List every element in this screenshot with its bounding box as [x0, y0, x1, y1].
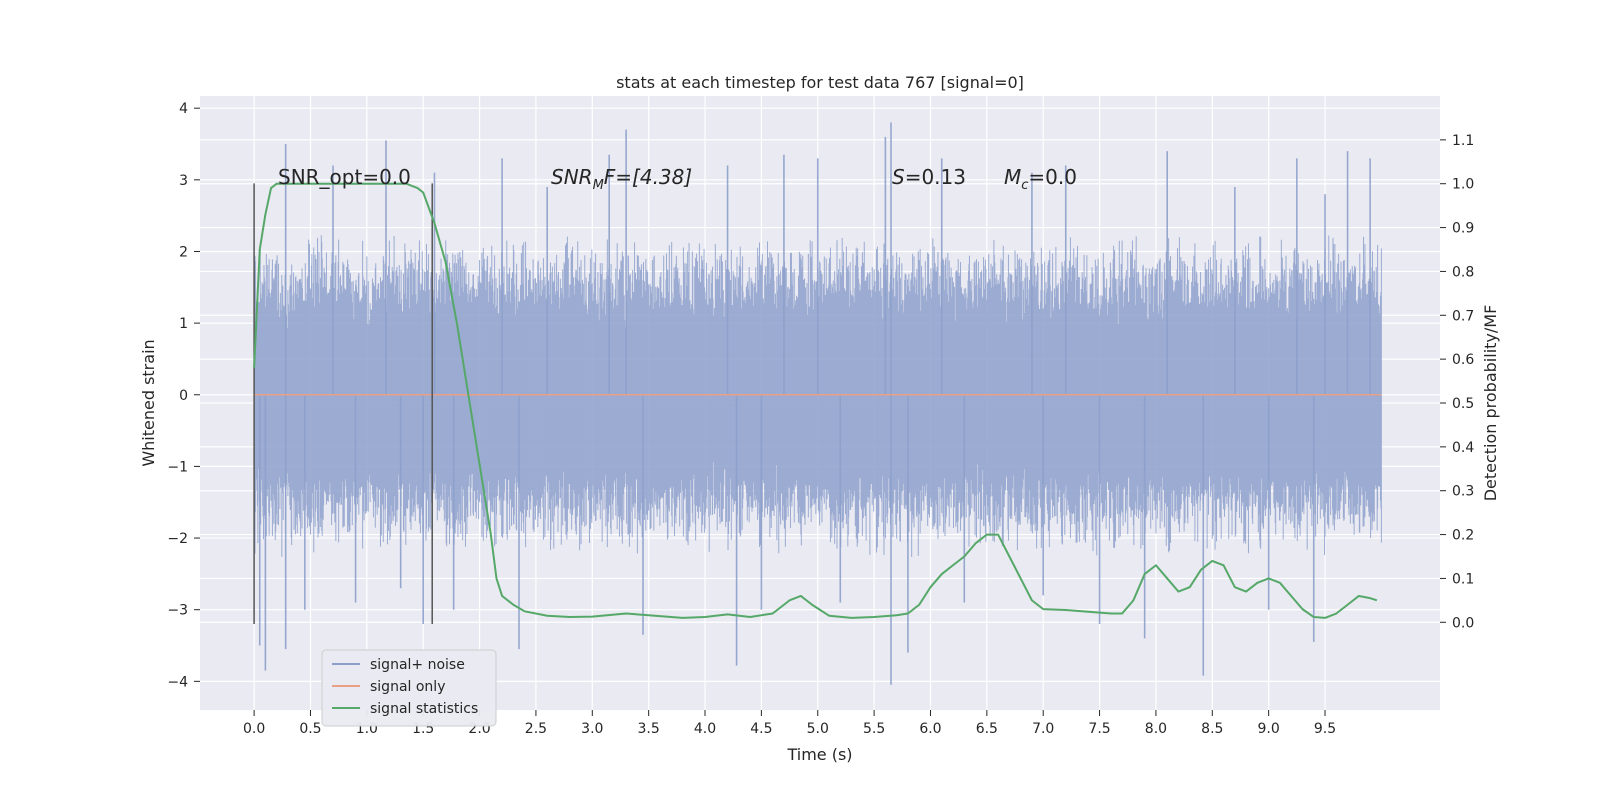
x-tick-label: 7.0 [1032, 721, 1054, 737]
y-right-tick-label: 0.8 [1452, 264, 1474, 280]
noise-series [253, 122, 1382, 685]
mc-subscript: c [1021, 178, 1028, 193]
x-tick-label: 6.0 [919, 721, 941, 737]
y-right-tick-label: 0.4 [1452, 440, 1474, 456]
x-axis-ticks: 0.0 0.5 1.0 1.5 2.0 2.5 3.0 3.5 4.0 4.5 5.0 5.5 6.0 6… [243, 710, 1336, 737]
x-tick-label: 3.5 [638, 721, 660, 737]
y-left-tick-label: −1 [167, 459, 188, 475]
x-tick-label: 8.5 [1201, 721, 1223, 737]
x-tick-label: 7.5 [1088, 721, 1110, 737]
y-left-tick-label: −4 [167, 674, 188, 690]
y-left-tick-label: −2 [167, 531, 188, 547]
s-annotation: S=0.13 [892, 165, 966, 189]
y-left-tick-label: 3 [179, 173, 188, 189]
y-left-tick-label: 0 [179, 388, 188, 404]
y-right-tick-label: 0.3 [1452, 484, 1474, 500]
y-right-tick-label: 0.2 [1452, 528, 1474, 544]
snr-opt-annotation: SNR_opt=0.0 [278, 165, 411, 189]
y-left-tick-label: 2 [179, 244, 188, 260]
y-left-axis-label: Whitened strain [139, 339, 158, 466]
x-tick-label: 8.0 [1145, 721, 1167, 737]
legend-label-signal-statistics: signal statistics [370, 701, 478, 717]
y-right-tick-label: 0.6 [1452, 352, 1474, 368]
legend: signal+ noise signal only signal statist… [321, 649, 497, 727]
legend-label-signal-only: signal only [370, 679, 445, 695]
legend-label-signal-noise: signal+ noise [370, 657, 465, 673]
statistics-line [253, 182, 1378, 619]
x-tick-label: 4.0 [694, 721, 716, 737]
y-right-tick-label: 1.0 [1452, 177, 1474, 193]
y-left-tick-label: 4 [179, 101, 188, 117]
snr-mf-annotation: SNRMF=[4.38] [551, 165, 692, 193]
y-left-tick-label: 1 [179, 316, 188, 332]
x-tick-label: 6.5 [976, 721, 998, 737]
x-tick-label: 5.0 [807, 721, 829, 737]
snr-mf-italic: SNR [551, 165, 593, 189]
x-axis-label: Time (s) [786, 745, 852, 764]
snr-mf-value: F=[4.38] [604, 165, 692, 189]
x-tick-label: 5.5 [863, 721, 885, 737]
snr-mf-subscript: M [593, 178, 604, 193]
statistics-series [253, 182, 1378, 619]
y-right-axis-ticks: 1.1 1.0 0.9 0.8 0.7 0.6 0.5 0.4 0.3 0.2 0.1 0.0 [1440, 133, 1474, 631]
x-tick-label: 0.0 [243, 721, 265, 737]
s-italic: S [892, 165, 905, 189]
y-right-axis-label: Detection probability/MF [1481, 305, 1500, 502]
x-tick-label: 9.0 [1258, 721, 1280, 737]
marker-lines [253, 183, 433, 625]
y-right-tick-label: 0.0 [1452, 615, 1474, 631]
x-tick-label: 4.5 [750, 721, 772, 737]
x-tick-label: 2.5 [525, 721, 547, 737]
mc-value: =0.0 [1028, 165, 1077, 189]
x-tick-label: 3.0 [581, 721, 603, 737]
y-left-axis-ticks: 4 3 2 1 0 −1 −2 −3 −4 [167, 101, 200, 690]
y-right-tick-label: 1.1 [1452, 133, 1474, 149]
mc-annotation: Mc=0.0 [1004, 165, 1077, 193]
y-right-tick-label: 0.5 [1452, 396, 1474, 412]
y-right-tick-label: 0.9 [1452, 221, 1474, 237]
s-value: =0.13 [905, 165, 966, 189]
y-left-tick-label: −3 [167, 603, 188, 619]
x-tick-label: 0.5 [299, 721, 321, 737]
legend-box [321, 649, 497, 727]
x-tick-label: 9.5 [1314, 721, 1336, 737]
y-right-tick-label: 0.7 [1452, 308, 1474, 324]
mc-italic: M [1004, 165, 1021, 189]
chart-title: stats at each timestep for test data 767… [616, 73, 1024, 92]
y-right-tick-label: 0.1 [1452, 571, 1474, 587]
